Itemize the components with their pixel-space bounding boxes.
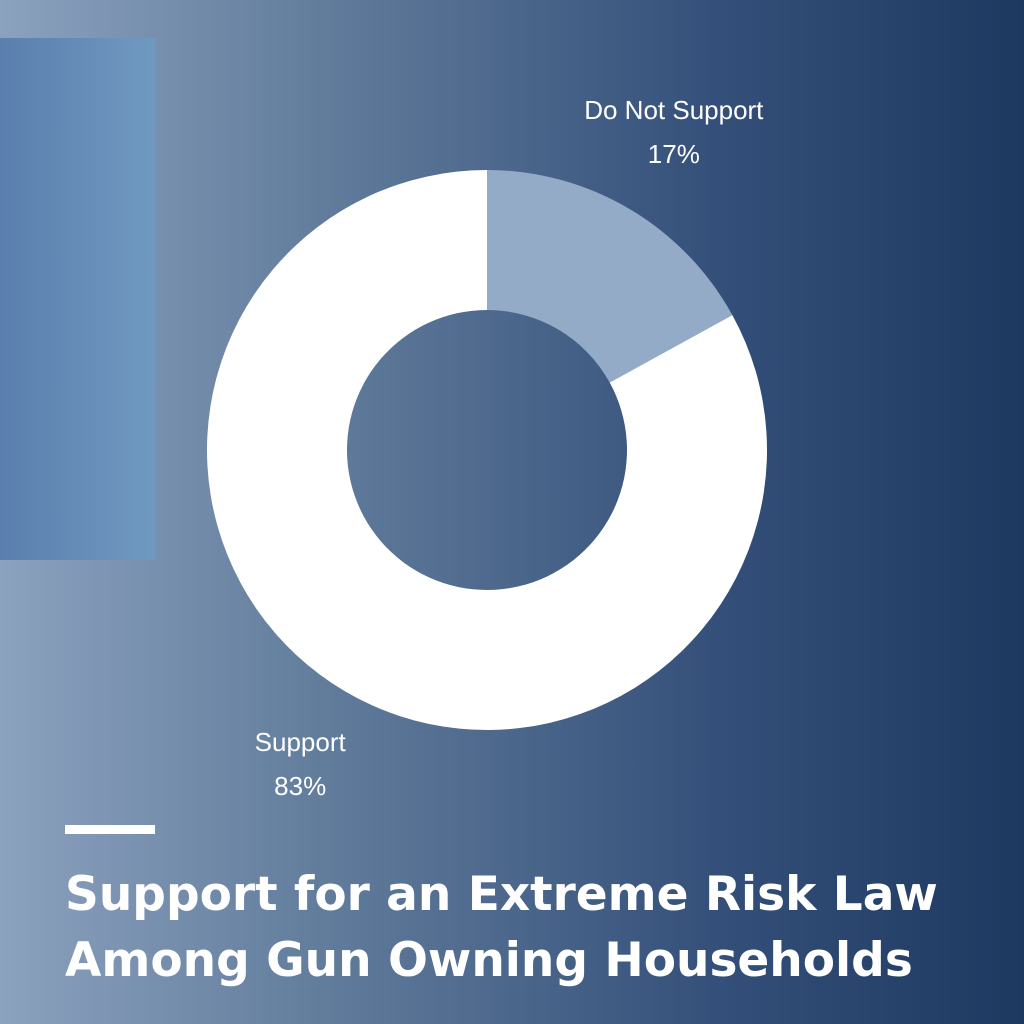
donut-slice [206, 170, 768, 730]
slice-label: Support [255, 727, 347, 757]
decor-rule [65, 825, 155, 834]
value-label: 17% [648, 139, 700, 169]
decor-block [0, 38, 155, 560]
value-label: 83% [274, 771, 326, 801]
chart: Do Not Support 17% Support 83% [206, 95, 768, 801]
donut-slice [487, 170, 733, 383]
chart-title: Support for an Extreme Risk Law Among Gu… [65, 867, 938, 988]
slice-label: Do Not Support [584, 95, 764, 125]
